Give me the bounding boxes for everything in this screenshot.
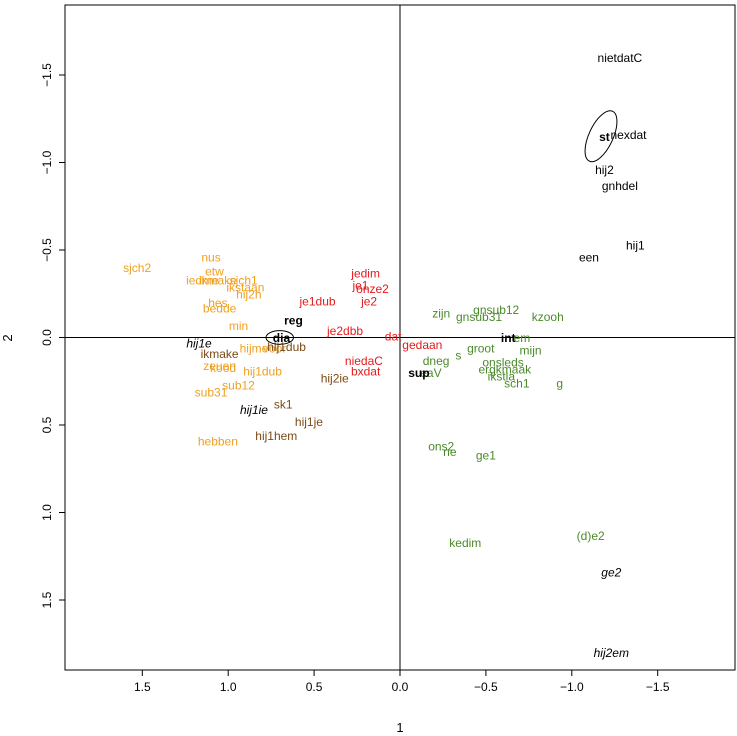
point-label: dia	[273, 331, 291, 345]
point-label: s	[455, 349, 461, 363]
series-orange: sjch2nusetwiedmeikmakesjch1ikstaanhij2hh…	[123, 251, 286, 449]
point-label: kzooh	[532, 310, 564, 324]
point-label: ge1	[476, 448, 496, 462]
x-tick-label: 1.5	[134, 680, 151, 694]
point-label: nietdatC	[598, 51, 643, 65]
x-tick-label: −1.5	[646, 680, 670, 694]
ellipse-st	[584, 110, 618, 163]
point-label: gnhdel	[602, 179, 638, 193]
point-label: ikstla	[488, 370, 516, 384]
x-tick-label: 0.0	[392, 680, 409, 694]
point-label: onsleds	[482, 356, 523, 370]
point-label: ne	[443, 445, 457, 459]
ellipse-dia	[265, 330, 294, 345]
point-label: mijn	[520, 343, 542, 357]
point-label: em	[514, 331, 531, 345]
point-label: bedde	[203, 301, 237, 315]
point-label: hij1je	[295, 415, 323, 429]
point-label: gnsub31	[456, 310, 502, 324]
point-label: kedim	[449, 536, 481, 550]
point-label: sub31	[195, 385, 228, 399]
point-label: sch1	[504, 377, 530, 391]
point-label: hes	[208, 296, 227, 310]
x-tick-label: −1.0	[560, 680, 584, 694]
point-labels: sjch2nusetwiedmeikmakesjch1ikstaanhij2hh…	[123, 51, 647, 660]
y-tick-label: −1.5	[40, 63, 54, 87]
point-label: onze2	[356, 282, 389, 296]
point-label: voor	[263, 342, 286, 356]
point-label: jedim	[350, 266, 380, 280]
confidence-ellipses	[265, 110, 618, 345]
point-label: (d)e2	[577, 529, 605, 543]
point-label: ikmake	[201, 347, 239, 361]
point-label: sub12	[222, 378, 255, 392]
point-label: hij1hem	[255, 429, 297, 443]
y-tick-label: 1.0	[40, 504, 54, 521]
y-tick-label: −0.5	[40, 238, 54, 262]
y-tick-label: 0.0	[40, 329, 54, 346]
point-label: ikmake	[199, 273, 237, 287]
point-label: sjch2	[123, 261, 151, 275]
point-label: je2dbb	[326, 324, 363, 338]
x-tick-label: 1.0	[220, 680, 237, 694]
point-label: st	[599, 130, 610, 144]
point-label: ergkmaak	[478, 363, 532, 377]
x-tick-label: −0.5	[474, 680, 498, 694]
point-label: nus	[201, 251, 220, 265]
point-label: ons2	[428, 440, 454, 454]
y-tick-label: −1.0	[40, 150, 54, 174]
point-label: hij2h	[236, 287, 261, 301]
point-label: hij1	[626, 238, 645, 252]
point-label: dat	[385, 329, 402, 343]
point-label: hij2	[595, 163, 614, 177]
point-label: sjch1	[230, 273, 258, 287]
point-label: sup	[408, 366, 429, 380]
point-label: etw	[205, 265, 224, 279]
point-label: groot	[467, 342, 495, 356]
point-label: g	[556, 377, 563, 391]
point-label: je1dub	[299, 294, 336, 308]
y-axis: −1.5 −1.0 −0.5 0.0 0.5 1.0 1.5	[40, 63, 65, 608]
reference-lines	[65, 5, 735, 670]
point-label: hij1e	[186, 336, 212, 350]
point-label: sk1	[274, 398, 293, 412]
point-label: je2	[360, 294, 377, 308]
point-label: hij2ie	[321, 371, 349, 385]
point-label: zeuen	[203, 359, 236, 373]
y-tick-label: 0.5	[40, 416, 54, 433]
point-label: eaV	[420, 366, 441, 380]
point-label: een	[579, 251, 599, 265]
point-label: je1	[351, 279, 368, 293]
x-tick-label: 0.5	[306, 680, 323, 694]
point-label: hij1ie	[240, 403, 268, 417]
x-axis: 1.5 1.0 0.5 0.0 −0.5 −1.0 −1.5	[134, 670, 670, 694]
point-label: reg	[284, 314, 303, 328]
point-label: iedme	[186, 273, 219, 287]
point-label: nexdat	[610, 128, 647, 142]
point-label: gedaan	[402, 338, 442, 352]
point-label: dneg	[423, 354, 450, 368]
point-label: hebben	[198, 434, 238, 448]
point-label: kood	[210, 361, 236, 375]
point-label: ge2	[601, 566, 621, 580]
point-label: ikstaan	[226, 280, 264, 294]
point-label: zijn	[432, 307, 450, 321]
point-label: hij1dub	[267, 340, 306, 354]
point-label: gnsub12	[473, 303, 519, 317]
point-label: int	[501, 331, 516, 345]
point-label: hij1dub	[243, 364, 282, 378]
point-label: hij2em	[594, 646, 629, 660]
point-label: min	[229, 319, 248, 333]
y-axis-label: 2	[0, 334, 15, 341]
point-label: niedaC	[345, 354, 383, 368]
y-tick-label: 1.5	[40, 591, 54, 608]
point-label: bxdat	[351, 364, 381, 378]
x-axis-label: 1	[396, 720, 403, 735]
point-label: hijme	[240, 342, 269, 356]
